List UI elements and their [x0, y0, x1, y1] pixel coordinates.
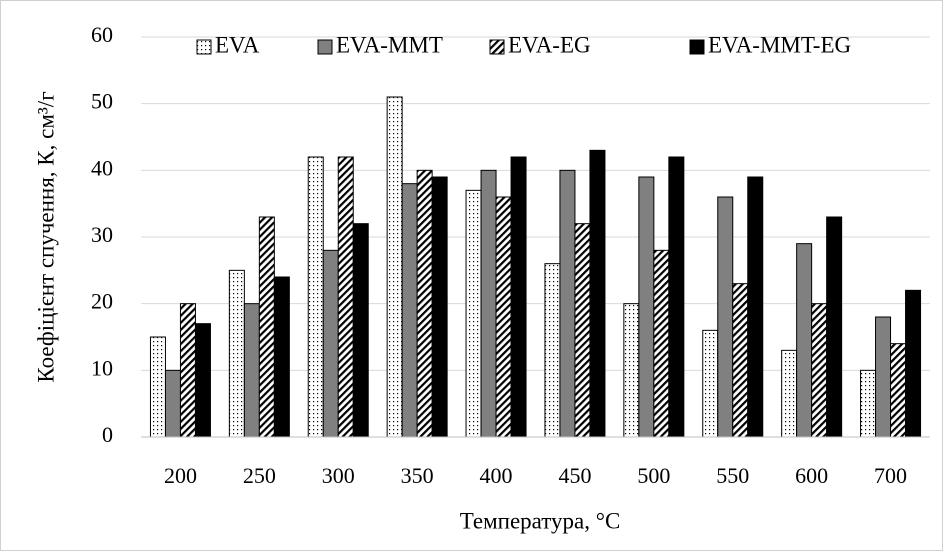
y-tick-label: 10	[91, 355, 113, 380]
legend-swatch	[489, 39, 505, 55]
x-tick-label: 700	[874, 463, 907, 488]
bar	[702, 329, 719, 438]
x-tick-label: 400	[480, 463, 513, 488]
bar	[352, 223, 369, 438]
bar	[322, 249, 339, 438]
legend-label: EVA-MMT	[336, 32, 443, 57]
bar	[653, 249, 670, 438]
bar	[860, 369, 877, 438]
y-axis-label: Коефіцієнт спучення, К, см³/г	[33, 91, 58, 382]
x-tick-label: 450	[558, 463, 591, 488]
bar	[164, 369, 181, 438]
y-tick-label: 20	[91, 289, 113, 314]
legend-label: EVA-MMT-EG	[708, 32, 851, 57]
y-tick-label: 30	[91, 222, 113, 247]
bar	[875, 316, 892, 438]
bar	[890, 343, 907, 438]
bar	[732, 283, 749, 438]
bar	[258, 216, 275, 438]
legend-swatch	[196, 39, 212, 55]
bar	[811, 303, 828, 438]
bar	[149, 336, 166, 438]
bar	[589, 149, 606, 438]
bar	[431, 176, 448, 438]
bar	[179, 303, 196, 438]
bar	[480, 169, 497, 438]
bar	[194, 323, 211, 438]
bar	[623, 303, 640, 438]
bar	[495, 196, 512, 438]
x-tick-label: 350	[401, 463, 434, 488]
bar	[401, 183, 418, 438]
bar	[307, 156, 324, 438]
bar	[796, 243, 813, 438]
bar	[717, 196, 734, 438]
bar	[668, 156, 685, 438]
bar	[273, 276, 290, 438]
y-tick-label: 50	[91, 89, 113, 114]
bar	[465, 189, 482, 438]
bar	[826, 216, 843, 438]
legend-swatch	[689, 39, 705, 55]
legend-label: EVA-EG	[508, 32, 591, 57]
bar	[544, 263, 561, 438]
bar	[559, 169, 576, 438]
bar	[781, 349, 798, 438]
bar	[416, 169, 433, 438]
x-tick-label: 550	[716, 463, 749, 488]
x-tick-label: 300	[322, 463, 355, 488]
legend-swatch	[317, 39, 333, 55]
x-tick-label: 250	[243, 463, 276, 488]
bar	[337, 156, 354, 438]
x-tick-label: 200	[164, 463, 197, 488]
x-axis-label: Температура, °C	[460, 508, 621, 533]
bar	[386, 96, 403, 438]
bar	[905, 289, 922, 438]
bar	[638, 176, 655, 438]
y-tick-label: 0	[102, 422, 113, 447]
x-tick-label: 500	[637, 463, 670, 488]
bar	[228, 269, 245, 438]
bar	[574, 223, 591, 438]
bar	[510, 156, 527, 438]
bar	[243, 303, 260, 438]
legend-label: EVA	[215, 32, 260, 57]
y-tick-label: 40	[91, 155, 113, 180]
x-tick-label: 600	[795, 463, 828, 488]
y-tick-label: 60	[91, 22, 113, 47]
bar	[747, 176, 764, 438]
